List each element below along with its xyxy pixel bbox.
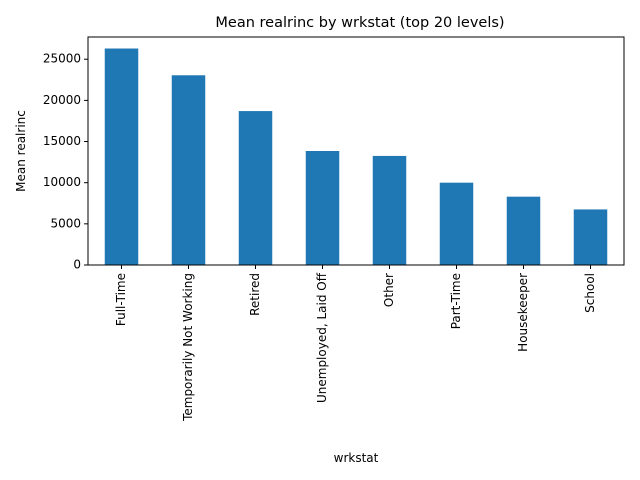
y-tick-label: 15000 bbox=[43, 134, 81, 148]
y-tick-label: 10000 bbox=[43, 175, 81, 189]
y-tick-label: 5000 bbox=[50, 216, 81, 230]
bars-group bbox=[104, 48, 608, 266]
bar bbox=[372, 155, 407, 265]
chart-title: Mean realrinc by wrkstat (top 20 levels) bbox=[215, 15, 504, 31]
axes-frame bbox=[87, 36, 625, 266]
bar bbox=[305, 151, 340, 265]
x-tick-label: Retired bbox=[248, 273, 262, 316]
bar bbox=[238, 111, 273, 265]
x-tick-label: Part-Time bbox=[449, 273, 463, 329]
x-tick-label: Full-Time bbox=[114, 273, 128, 326]
x-tick-label: Housekeeper bbox=[516, 273, 530, 352]
x-axis-label: wrkstat bbox=[334, 451, 379, 465]
x-axis-ticks: Full-Time Temporarily Not Working Retired U… bbox=[114, 265, 597, 422]
bar bbox=[439, 182, 474, 265]
y-tick-label: 20000 bbox=[43, 93, 81, 107]
y-tick-label: 0 bbox=[73, 258, 81, 272]
x-tick-label: School bbox=[583, 273, 597, 313]
x-tick-label: Temporarily Not Working bbox=[181, 273, 195, 422]
y-axis-label: Mean realrinc bbox=[14, 110, 28, 192]
y-tick-label: 25000 bbox=[43, 52, 81, 66]
bar bbox=[171, 75, 206, 266]
bar bbox=[104, 48, 139, 265]
y-axis-ticks: 0 5000 10000 15000 20000 25000 bbox=[43, 52, 88, 272]
bar bbox=[573, 209, 608, 265]
x-tick-label: Other bbox=[382, 273, 396, 307]
x-tick-label: Unemployed, Laid Off bbox=[315, 272, 329, 403]
bar bbox=[506, 196, 541, 265]
